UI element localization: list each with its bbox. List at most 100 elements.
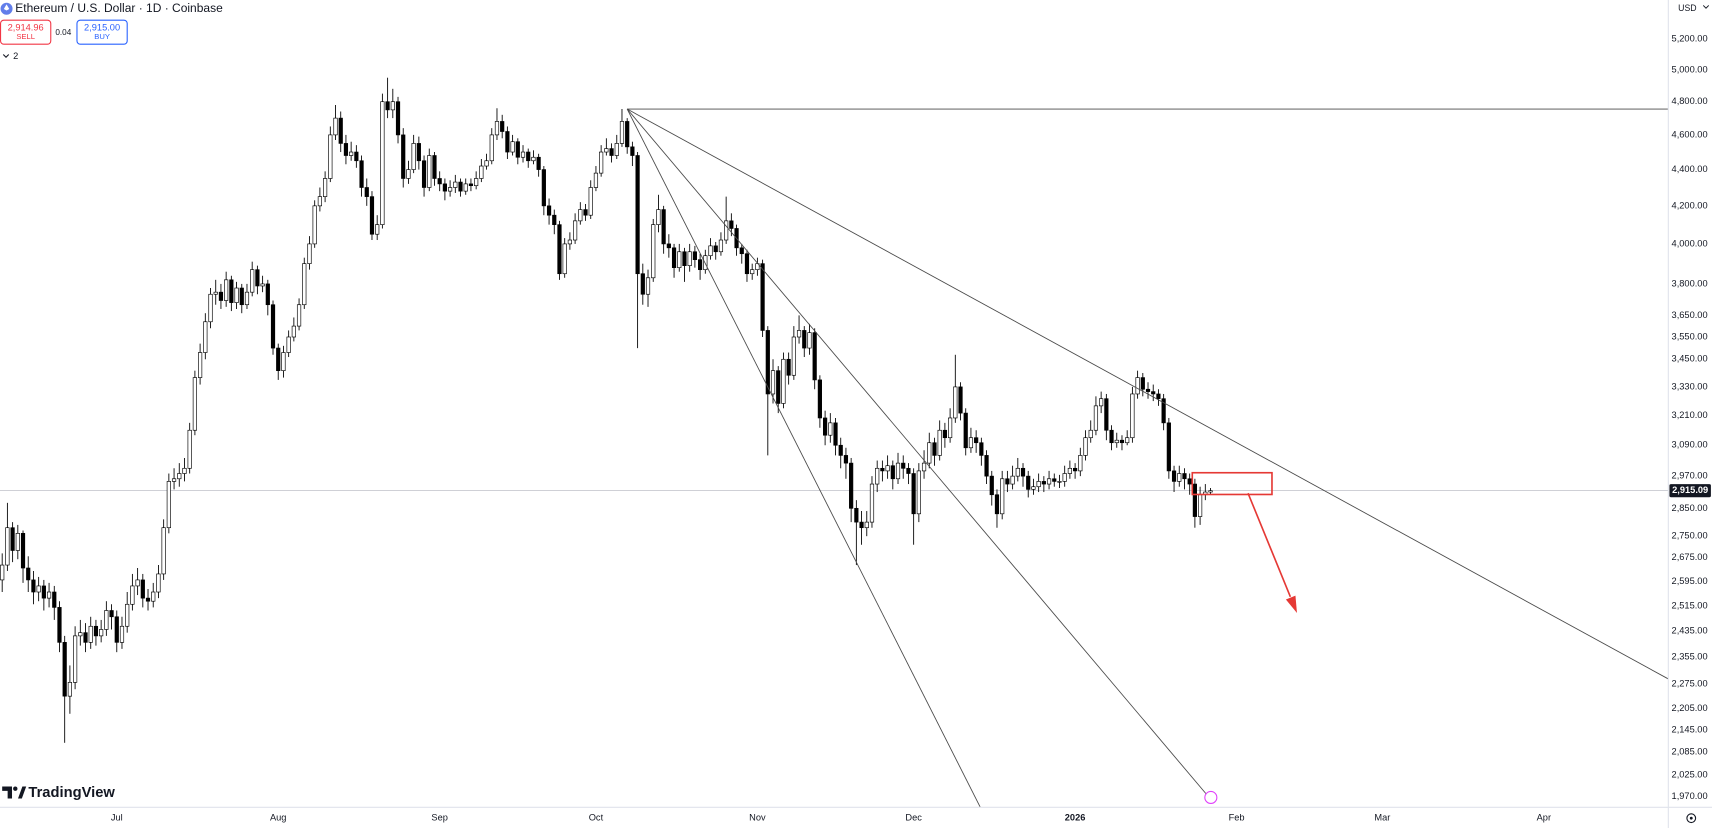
candle-body: [541, 169, 546, 207]
candle-body: [291, 325, 296, 338]
candle-body: [125, 603, 130, 627]
candle-body: [958, 386, 963, 414]
candle-body: [468, 183, 474, 187]
candle-body: [161, 527, 166, 575]
y-tick-label: 5,000.00: [1672, 64, 1708, 74]
candle-body: [1187, 478, 1192, 485]
candle-body: [119, 625, 125, 643]
candle-body: [1171, 470, 1177, 482]
candle-body: [26, 567, 31, 581]
candle-body: [823, 417, 828, 436]
candle-body: [567, 239, 572, 245]
y-tick-label: 5,200.00: [1672, 34, 1708, 44]
candle-body: [323, 178, 328, 197]
candle-body: [328, 134, 333, 179]
last-price-box: [1669, 484, 1711, 498]
candle-body: [536, 156, 541, 170]
candle-body: [421, 160, 427, 188]
candle-body: [255, 269, 260, 287]
candle-body: [177, 473, 182, 480]
candle-body: [276, 347, 281, 372]
candle-body: [312, 205, 317, 245]
candle-body: [885, 465, 890, 472]
replay-icon[interactable]: [1204, 790, 1218, 804]
candle-body: [1125, 437, 1130, 444]
candle-body: [520, 151, 526, 158]
x-tick-label: Nov: [749, 813, 766, 823]
candle-body: [666, 243, 671, 249]
candle-body: [557, 224, 562, 275]
candle-body: [479, 165, 484, 179]
candle-body: [380, 101, 385, 225]
x-tick-label: Dec: [905, 813, 922, 823]
candle-body: [708, 245, 713, 257]
candle-body: [1088, 429, 1093, 439]
candle-body: [494, 121, 500, 136]
candle-body: [895, 462, 901, 480]
candle-body: [807, 332, 812, 349]
currency[interactable]: USD: [1678, 3, 1696, 13]
currency-chevron[interactable]: [1702, 5, 1710, 9]
candle-body: [401, 134, 406, 179]
x-tick-label: Feb: [1229, 813, 1245, 823]
candle-body: [448, 187, 453, 192]
candle-body: [1151, 391, 1156, 395]
y-tick-label: 2,750.00: [1672, 531, 1708, 541]
candle-body: [130, 585, 135, 605]
candle-body: [83, 632, 88, 643]
plot-area: [0, 77, 1669, 808]
candle-body: [10, 527, 15, 551]
y-tick-label: 4,400.00: [1672, 164, 1708, 174]
candle-body: [354, 151, 359, 162]
candle-body: [338, 117, 343, 144]
arrow: [1247, 492, 1292, 598]
candle-body: [1093, 405, 1099, 431]
candle-body: [953, 386, 958, 419]
sell-button[interactable]: [0, 19, 52, 45]
settings-icon[interactable]: [1686, 813, 1697, 824]
candle-body: [500, 121, 505, 132]
collapse-chevron[interactable]: [2, 54, 10, 59]
y-tick-label: 3,650.00: [1672, 310, 1708, 320]
y-tick-label: 3,550.00: [1672, 331, 1708, 341]
candle-body: [989, 475, 994, 496]
settings-icon-center: [1689, 816, 1693, 820]
candle-body: [135, 579, 140, 587]
candle-body: [218, 291, 224, 301]
candle-body: [583, 209, 588, 216]
candle-body: [46, 591, 52, 599]
trend-line: [626, 108, 1669, 680]
candle-body: [505, 131, 510, 153]
candle-body: [588, 187, 593, 216]
candle-body: [510, 141, 515, 153]
candle-body: [593, 172, 599, 188]
candle-body: [213, 291, 218, 295]
candle-body: [599, 151, 604, 174]
candle-body: [625, 121, 630, 148]
y-tick-label: 2,275.00: [1672, 679, 1708, 689]
candle-body: [203, 321, 208, 353]
axes: 5,200.00 5,000.00 4,800.00 4,600.00 4,400.00…: [111, 34, 1711, 823]
candle-body: [224, 279, 229, 301]
arrow-head: [1285, 595, 1297, 614]
candle-body: [395, 101, 401, 136]
y-tick-label: 3,210.00: [1672, 410, 1708, 420]
candle-body: [562, 243, 567, 275]
candle-body: [1005, 478, 1010, 485]
indicator-count[interactable]: 2: [13, 51, 18, 61]
candle-body: [166, 481, 171, 529]
x-tick-label: Aug: [270, 813, 287, 823]
candle-body: [109, 610, 114, 618]
candle-body: [1000, 478, 1005, 515]
candle-body: [854, 507, 859, 523]
candle-body: [333, 117, 338, 136]
candle-body: [619, 121, 625, 144]
candle-body: [1041, 481, 1046, 485]
candle-body: [1057, 481, 1062, 483]
candle-body: [390, 101, 395, 111]
candle-body: [682, 251, 687, 266]
y-tick-label: 2,025.00: [1672, 769, 1708, 779]
candle-body: [546, 205, 552, 216]
buy-button[interactable]: [76, 19, 128, 45]
